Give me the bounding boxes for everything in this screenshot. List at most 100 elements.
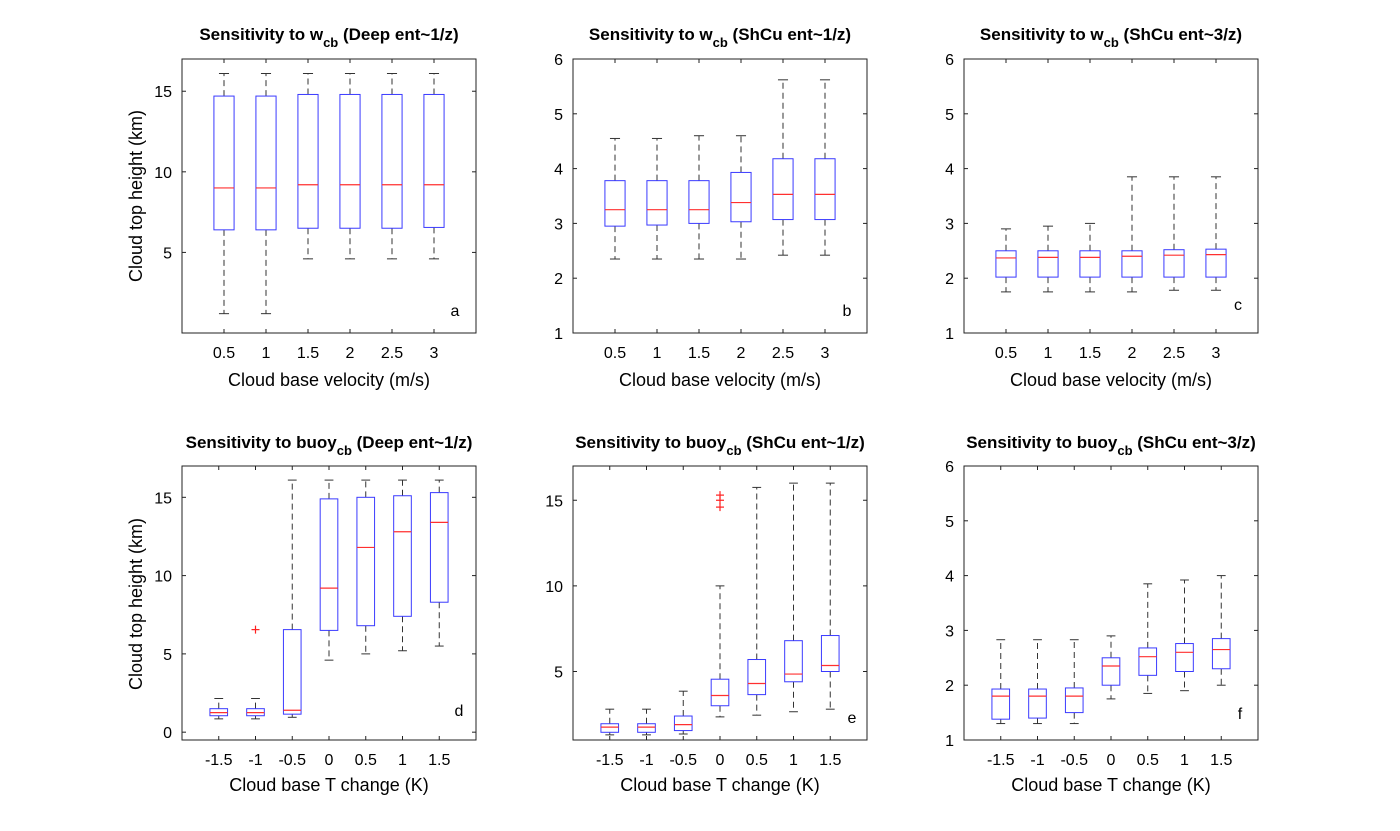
iqr-box xyxy=(1175,643,1194,673)
box-1 xyxy=(1175,579,1194,692)
panel-f-title: Sensitivity to buoycb (ShCu ent~3/z) xyxy=(966,433,1256,458)
x-tick-label: 2.5 xyxy=(772,345,794,362)
panel-c-letter: c xyxy=(1234,297,1242,314)
panel-c-xlabel: Cloud base velocity (m/s) xyxy=(1010,370,1212,390)
y-tick-label: 2 xyxy=(945,678,954,695)
panel-e-title: Sensitivity to buoycb (ShCu ent~1/z) xyxy=(575,433,865,458)
iqr-box xyxy=(784,640,803,683)
box-1 xyxy=(646,137,668,260)
y-tick-label: 15 xyxy=(154,490,172,507)
x-tick-label: 0 xyxy=(1107,752,1116,769)
y-tick-label: 1 xyxy=(945,326,954,343)
x-tick-label: 2 xyxy=(1128,345,1137,362)
iqr-box xyxy=(319,498,339,631)
x-tick-label: 1 xyxy=(398,752,407,769)
y-tick-label: 5 xyxy=(554,107,563,124)
x-tick-label: 2.5 xyxy=(381,345,403,362)
x-tick-label: -1 xyxy=(639,752,653,769)
y-tick-label: 4 xyxy=(554,162,563,179)
iqr-box xyxy=(1138,647,1158,676)
panel-a-ylabel: Cloud top height (km) xyxy=(126,110,146,282)
panel-b: Sensitivity to wcb (ShCu ent~1/z) Cloud … xyxy=(589,25,852,390)
y-tick-label: 6 xyxy=(945,52,954,69)
y-tick-label: 5 xyxy=(163,647,172,664)
x-tick-label: 2 xyxy=(346,345,355,362)
y-tick-label: 3 xyxy=(945,216,954,233)
panel-e-letter: e xyxy=(848,710,857,727)
y-tick-label: 5 xyxy=(945,107,954,124)
box--0.5 xyxy=(673,690,693,735)
panel-d-plot: 0 5 10 15 -1.5 -1 -0.5 0 0.5 1 1.5 xyxy=(154,465,477,769)
iqr-box xyxy=(255,95,277,231)
y-tick-label: 6 xyxy=(945,459,954,476)
x-tick-label: 1 xyxy=(789,752,798,769)
box-0.5 xyxy=(1138,583,1158,694)
iqr-box xyxy=(710,678,730,707)
plot-frame xyxy=(572,58,868,334)
box-1 xyxy=(784,482,803,713)
iqr-box xyxy=(339,93,361,229)
y-tick-label: 5 xyxy=(554,665,563,682)
x-tick-label: 1 xyxy=(1044,345,1053,362)
y-tick-label: 5 xyxy=(163,245,172,262)
box-0 xyxy=(710,491,730,718)
x-tick-label: 3 xyxy=(821,345,830,362)
iqr-box xyxy=(1028,688,1047,719)
x-tick-label: 3 xyxy=(1212,345,1221,362)
box-2 xyxy=(1121,176,1143,293)
panel-b-plot: 1 2 3 4 5 6 0.5 1 1.5 2 2.5 3 xyxy=(554,52,868,362)
x-tick-label: 1.5 xyxy=(297,345,319,362)
panel-f-xlabel: Cloud base T change (K) xyxy=(1011,775,1210,795)
iqr-box xyxy=(604,180,626,227)
panel-a: Sensitivity to wcb (Deep ent~1/z) Cloud … xyxy=(126,25,460,390)
y-tick-label: 10 xyxy=(545,579,563,596)
box-2.5 xyxy=(381,73,403,260)
y-tick-label: 3 xyxy=(945,623,954,640)
x-tick-label: -1 xyxy=(248,752,262,769)
iqr-box xyxy=(747,659,767,696)
x-tick-label: 0 xyxy=(325,752,334,769)
iqr-box xyxy=(356,496,376,627)
x-tick-label: 0.5 xyxy=(995,345,1017,362)
iqr-box xyxy=(1079,250,1101,278)
panel-f-letter: f xyxy=(1238,706,1243,723)
iqr-box xyxy=(423,93,445,228)
iqr-box xyxy=(1064,687,1084,714)
iqr-box xyxy=(213,95,235,231)
x-tick-label: -0.5 xyxy=(278,752,306,769)
iqr-box xyxy=(393,495,412,617)
box--1 xyxy=(637,708,656,736)
iqr-box xyxy=(381,93,403,229)
box-1.5 xyxy=(429,479,449,647)
box-1.5 xyxy=(1079,222,1101,293)
box-1 xyxy=(255,73,277,315)
y-tick-label: 2 xyxy=(945,271,954,288)
box-0.5 xyxy=(747,486,767,716)
box-0.5 xyxy=(995,228,1017,293)
iqr-box xyxy=(995,250,1017,278)
iqr-box xyxy=(297,93,319,229)
panel-b-xlabel: Cloud base velocity (m/s) xyxy=(619,370,821,390)
x-tick-label: -1.5 xyxy=(205,752,233,769)
y-tick-label: 4 xyxy=(945,162,954,179)
panel-c-title: Sensitivity to wcb (ShCu ent~3/z) xyxy=(980,25,1242,50)
box-0 xyxy=(1101,635,1121,700)
iqr-box xyxy=(1211,638,1231,670)
panel-e-xlabel: Cloud base T change (K) xyxy=(620,775,819,795)
box--1.5 xyxy=(991,639,1011,725)
panel-f-plot: 1 2 3 4 5 6 -1.5 -1 -0.5 0 0.5 1 1.5 xyxy=(945,459,1259,769)
x-tick-label: 1.5 xyxy=(1079,345,1101,362)
y-tick-label: 15 xyxy=(154,84,172,101)
iqr-box xyxy=(1037,250,1059,278)
box-2 xyxy=(730,135,752,260)
y-tick-label: 15 xyxy=(545,493,563,510)
y-tick-label: 3 xyxy=(554,216,563,233)
y-tick-label: 0 xyxy=(163,725,172,742)
x-tick-label: 1.5 xyxy=(688,345,710,362)
box--1.5 xyxy=(600,708,620,736)
outlier-marker xyxy=(251,625,260,634)
iqr-box xyxy=(772,158,794,221)
plot-frame xyxy=(181,58,477,334)
